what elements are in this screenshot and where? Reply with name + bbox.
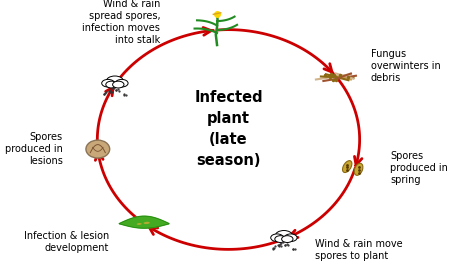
Text: Infection & lesion
development: Infection & lesion development <box>24 231 109 253</box>
Circle shape <box>275 236 286 243</box>
Ellipse shape <box>354 163 363 175</box>
Text: Spores
produced in
spring: Spores produced in spring <box>390 151 448 185</box>
Polygon shape <box>119 216 169 228</box>
Circle shape <box>113 81 124 88</box>
Text: Infected
plant
(late
season): Infected plant (late season) <box>194 90 263 168</box>
Text: Fungus
overwinters in
debris: Fungus overwinters in debris <box>371 49 441 83</box>
Circle shape <box>115 79 128 87</box>
Text: Spores
produced in
lesions: Spores produced in lesions <box>5 132 63 166</box>
Circle shape <box>271 234 283 241</box>
Text: Wind & rain
spread spores,
infection moves
into stalk: Wind & rain spread spores, infection mov… <box>82 0 160 45</box>
Ellipse shape <box>343 161 352 173</box>
Ellipse shape <box>86 140 109 158</box>
Text: Wind & rain move
spores to plant: Wind & rain move spores to plant <box>315 238 402 260</box>
Ellipse shape <box>137 223 142 225</box>
Circle shape <box>284 234 297 241</box>
Circle shape <box>102 79 114 87</box>
Circle shape <box>106 76 124 86</box>
Circle shape <box>275 231 292 241</box>
Circle shape <box>282 236 293 243</box>
Ellipse shape <box>144 222 150 224</box>
Circle shape <box>106 81 117 88</box>
